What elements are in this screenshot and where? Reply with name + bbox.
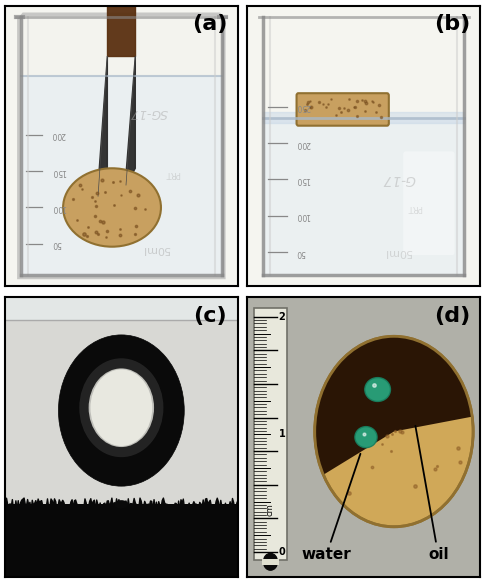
Text: PRT: PRT (407, 203, 422, 212)
Polygon shape (98, 56, 107, 196)
FancyBboxPatch shape (5, 297, 237, 577)
Circle shape (89, 368, 154, 447)
Ellipse shape (63, 168, 161, 247)
Text: 100: 100 (51, 203, 66, 212)
Ellipse shape (364, 378, 390, 402)
FancyBboxPatch shape (296, 93, 388, 126)
Text: (b): (b) (433, 14, 469, 34)
FancyBboxPatch shape (247, 6, 479, 286)
Text: oil: oil (414, 426, 448, 562)
Text: 2: 2 (278, 312, 285, 322)
FancyBboxPatch shape (402, 152, 454, 255)
Text: water: water (301, 454, 360, 562)
Text: SG-17: SG-17 (130, 106, 168, 119)
FancyBboxPatch shape (5, 6, 237, 286)
Ellipse shape (114, 500, 128, 508)
Text: (c): (c) (193, 305, 226, 325)
Text: PRT: PRT (165, 170, 180, 178)
FancyBboxPatch shape (262, 559, 278, 565)
Text: 50ml: 50ml (384, 247, 412, 257)
FancyBboxPatch shape (247, 297, 479, 577)
Ellipse shape (354, 427, 376, 448)
Text: 150: 150 (295, 175, 310, 184)
Text: 50: 50 (51, 240, 61, 248)
Text: 50: 50 (295, 248, 305, 257)
Polygon shape (126, 56, 135, 185)
Circle shape (314, 336, 472, 527)
Text: 200: 200 (295, 139, 310, 147)
Text: 150: 150 (51, 167, 66, 175)
FancyBboxPatch shape (5, 504, 237, 577)
FancyBboxPatch shape (254, 308, 286, 560)
Text: (a): (a) (192, 14, 227, 34)
Text: 1: 1 (278, 429, 285, 440)
Text: (d): (d) (433, 305, 469, 325)
FancyBboxPatch shape (5, 297, 237, 319)
Polygon shape (19, 14, 224, 278)
Text: 100: 100 (295, 212, 310, 220)
FancyBboxPatch shape (21, 76, 221, 278)
Text: 250: 250 (295, 102, 310, 111)
Text: G-17: G-17 (381, 173, 414, 187)
Circle shape (263, 553, 277, 570)
Text: 200: 200 (51, 130, 66, 139)
Text: 50ml: 50ml (142, 244, 170, 255)
Text: cm: cm (265, 503, 274, 516)
Circle shape (58, 335, 184, 486)
Text: 0: 0 (278, 547, 285, 557)
FancyBboxPatch shape (263, 118, 463, 278)
Polygon shape (314, 336, 471, 475)
